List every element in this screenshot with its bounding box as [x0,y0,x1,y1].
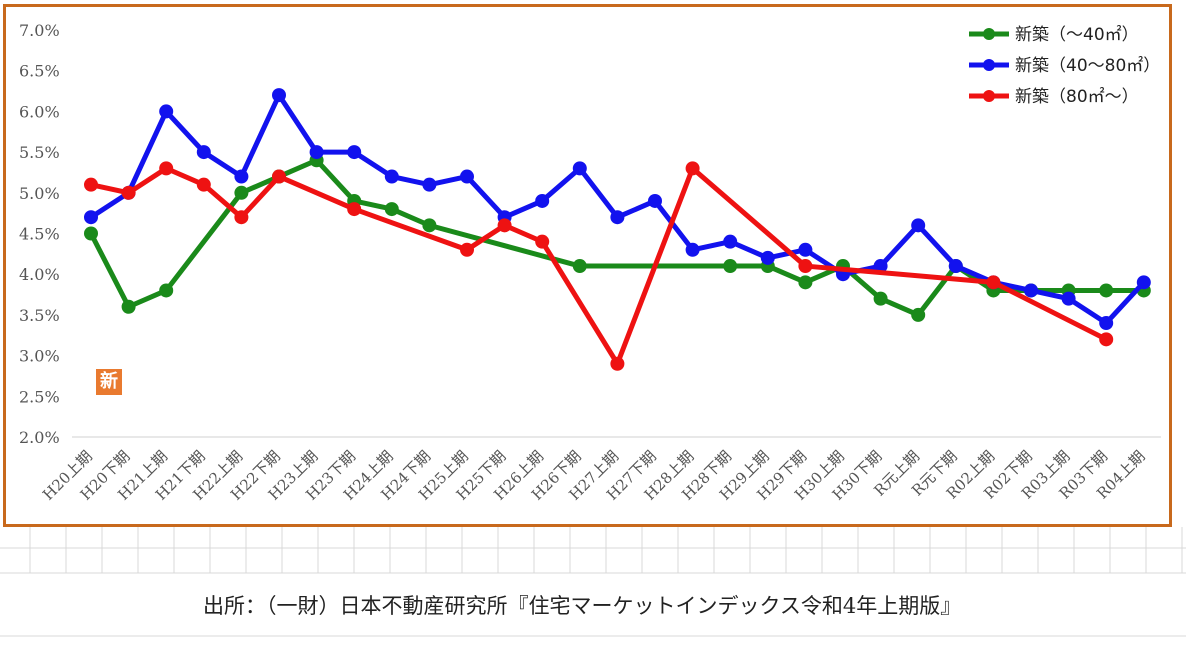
data-point [798,259,813,274]
data-point [460,169,474,184]
data-point [685,161,700,176]
data-point [121,299,136,314]
legend-label: 新築（80㎡～） [1015,87,1139,107]
data-point [234,185,249,200]
data-point [610,210,625,225]
data-point [309,145,324,160]
data-point [1024,283,1038,298]
y-tick-label: 2.0% [19,428,60,447]
data-point [84,226,98,241]
data-point [685,242,700,257]
data-point [272,169,286,184]
new-badge: 新 [96,369,122,395]
y-tick-label: 6.0% [19,102,60,121]
data-point [610,356,625,371]
data-point [159,283,174,298]
data-point [460,242,474,257]
data-point [384,202,399,217]
data-point [911,218,926,233]
y-tick-label: 6.5% [19,62,60,81]
data-point [1099,316,1114,331]
legend-label: 新築（40～80㎡） [1015,56,1160,76]
data-point [1061,291,1076,306]
data-point [384,169,399,184]
legend-label: 新築（～40㎡） [1015,25,1139,45]
legend-marker [983,90,995,102]
y-tick-label: 4.5% [19,225,60,244]
data-point [986,275,1001,290]
y-tick-label: 4.0% [19,265,60,284]
data-point [84,177,98,192]
data-point [159,104,174,119]
data-point [347,202,362,217]
data-point [798,275,813,290]
y-tick-label: 5.5% [19,143,60,162]
y-tick-label: 2.5% [19,387,60,406]
data-point [723,259,738,274]
legend: 新築（～40㎡） 新築（40～80㎡） 新築（80㎡～） [969,25,1160,107]
data-point [196,145,211,160]
series-line [88,157,1147,318]
data-point [422,218,437,233]
data-point [234,169,249,184]
y-tick-label: 3.5% [19,306,60,325]
data-point [535,234,550,249]
source-caption: 出所：（一財）日本不動産研究所『住宅マーケットインデックス令和4年上期版』 [203,594,962,618]
data-point [121,185,136,200]
data-point [798,242,813,257]
data-point [196,177,211,192]
y-tick-label: 3.0% [19,347,60,366]
data-point [497,218,512,233]
data-point [1099,332,1114,347]
data-point [535,193,550,208]
data-point [948,259,963,274]
data-point [422,177,437,192]
chart-frame: 2.0% 2.5% 3.0% 3.5% 4.0% 4.5% 5.0% 5.5% 6.0% 6.5%… [3,4,1172,527]
data-point [234,210,249,225]
y-tick-label: 7.0% [19,21,60,40]
y-tick-label: 5.0% [19,184,60,203]
data-point [159,161,174,176]
data-point [873,259,888,274]
data-point [347,145,362,160]
data-point [1099,283,1114,298]
series-layer [84,88,1151,371]
legend-marker [983,28,995,40]
data-point [572,161,587,176]
data-point [648,193,662,208]
data-point [723,234,738,249]
data-point [911,307,926,322]
data-point [1136,275,1151,290]
data-point [572,259,587,274]
data-point [272,88,286,103]
line-chart: 2.0% 2.5% 3.0% 3.5% 4.0% 4.5% 5.0% 5.5% 6.0% 6.5%… [19,21,1161,504]
data-point [873,291,888,306]
data-point [84,210,98,225]
data-point [760,250,775,265]
legend-marker [983,59,995,71]
